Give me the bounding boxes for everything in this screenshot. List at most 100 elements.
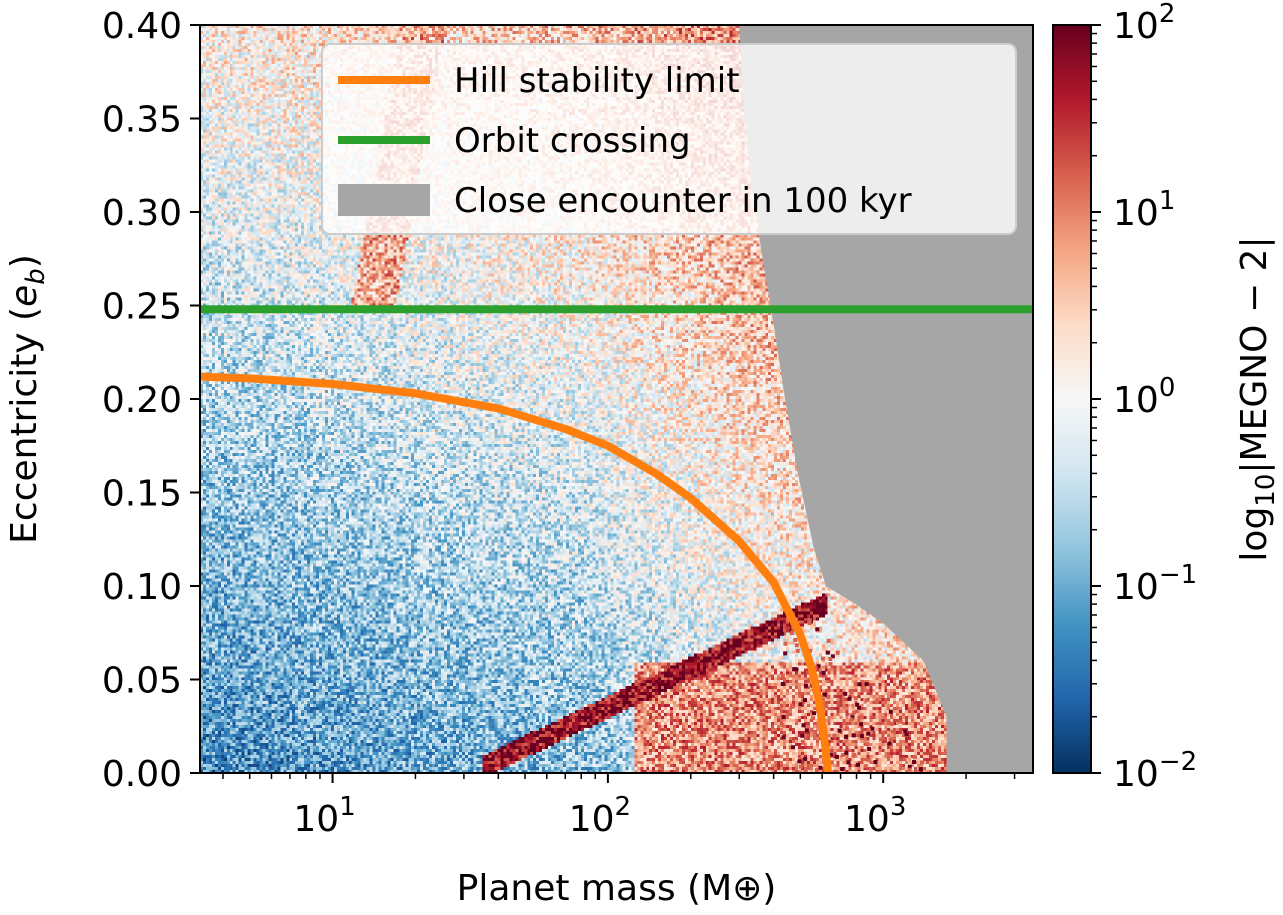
chaotic-speck <box>809 727 814 732</box>
chaotic-speck <box>853 682 858 687</box>
chaotic-speck <box>826 638 831 643</box>
chaotic-speck <box>846 760 851 765</box>
x-axis-ticks: 101 102 103 <box>222 773 1016 840</box>
chaotic-speck <box>829 752 834 757</box>
chaotic-band-overlay <box>779 614 931 773</box>
chaotic-speck <box>779 661 784 666</box>
chaotic-speck <box>864 698 869 703</box>
chaotic-speck <box>830 654 835 659</box>
y-tick-label: 0.40 <box>102 6 182 47</box>
chaotic-speck <box>863 764 868 769</box>
chaotic-speck <box>822 701 827 706</box>
chaotic-speck <box>852 752 857 757</box>
y-tick-label: 0.20 <box>102 380 182 421</box>
colorbar-tick-label: 101 <box>1113 186 1175 234</box>
legend: Hill stability limit Orbit crossing Close … <box>321 43 1017 235</box>
chaotic-speck <box>890 729 895 734</box>
chaotic-speck <box>811 716 816 721</box>
chaotic-speck <box>841 753 846 758</box>
chaotic-speck <box>825 650 830 655</box>
chaotic-speck <box>837 728 842 733</box>
chaotic-speck <box>804 728 809 733</box>
chaotic-speck <box>806 670 811 675</box>
chaotic-speck <box>898 719 903 724</box>
chaotic-speck <box>780 722 785 727</box>
chaotic-speck <box>887 721 892 726</box>
chaotic-speck <box>817 685 822 690</box>
legend-label: Hill stability limit <box>454 61 740 101</box>
chaotic-speck <box>849 717 854 722</box>
chaotic-speck <box>857 682 862 687</box>
chaotic-speck <box>840 767 845 772</box>
chaotic-speck <box>814 768 819 773</box>
chaotic-speck <box>798 702 803 707</box>
chaotic-speck <box>798 764 803 769</box>
legend-label: Close encounter in 100 kyr <box>454 181 912 221</box>
chaotic-speck <box>803 698 808 703</box>
chaotic-speck <box>780 673 785 678</box>
chaotic-speck <box>873 760 878 765</box>
y-tick-label: 0.05 <box>102 661 182 702</box>
chaotic-speck <box>859 734 864 739</box>
y-tick-label: 0.35 <box>102 100 182 141</box>
chaotic-speck <box>904 732 909 737</box>
legend-box <box>321 43 1017 235</box>
chaotic-speck <box>835 650 840 655</box>
chaotic-speck <box>811 711 816 716</box>
chaotic-speck <box>902 757 907 762</box>
chaotic-speck <box>903 729 908 734</box>
chaotic-speck <box>843 691 848 696</box>
colorbar-ticks: 10−2 10−1 100 101 102 <box>1091 0 1197 795</box>
chaotic-speck <box>832 733 837 738</box>
chaotic-speck <box>889 721 894 726</box>
chaotic-speck <box>856 762 861 767</box>
y-tick-label: 0.10 <box>102 567 182 608</box>
y-axis-label: Eccentricity (eb) <box>4 254 51 544</box>
chaotic-speck <box>866 757 871 762</box>
chaotic-speck <box>887 741 892 746</box>
chaotic-speck <box>867 746 872 751</box>
x-tick-label: 102 <box>569 792 631 840</box>
chaotic-speck <box>781 735 786 740</box>
chaotic-speck <box>803 614 808 619</box>
y-axis-ticks: 0.00 0.05 0.10 0.15 0.20 0.25 0.30 0.35 0.40 <box>102 6 200 795</box>
chaotic-speck <box>816 664 821 669</box>
chaotic-speck <box>888 709 893 714</box>
chaotic-speck <box>824 704 829 709</box>
chaotic-speck <box>783 641 788 646</box>
chaotic-speck <box>844 726 849 731</box>
chaotic-speck <box>781 715 786 720</box>
chaotic-speck <box>864 682 869 687</box>
colorbar <box>1052 24 1092 774</box>
chaotic-speck <box>783 651 788 656</box>
chaotic-speck <box>888 737 893 742</box>
colorbar-tick-label: 100 <box>1113 373 1175 421</box>
chaotic-speck <box>790 703 795 708</box>
chaotic-speck <box>794 667 799 672</box>
chaotic-speck <box>800 733 805 738</box>
chaotic-speck <box>860 679 865 684</box>
chaotic-speck <box>822 692 827 697</box>
chaotic-speck <box>859 715 864 720</box>
chaotic-speck <box>829 760 834 765</box>
chaotic-speck <box>803 757 808 762</box>
chaotic-speck <box>844 734 849 739</box>
chaotic-speck <box>834 754 839 759</box>
chaotic-speck <box>851 733 856 738</box>
chaotic-speck <box>826 694 831 699</box>
chaotic-speck <box>847 696 852 701</box>
chaotic-speck <box>859 722 864 727</box>
chaotic-speck <box>789 630 794 635</box>
colorbar-label: log10|MEGNO − 2| <box>1234 236 1281 561</box>
chaotic-speck <box>870 726 875 731</box>
chaotic-speck <box>828 662 833 667</box>
chaotic-speck <box>912 755 917 760</box>
chaotic-speck <box>820 656 825 661</box>
chaotic-speck <box>795 648 800 653</box>
chaotic-speck <box>815 627 820 632</box>
chaotic-speck <box>907 767 912 772</box>
chaotic-speck <box>791 745 796 750</box>
y-tick-label: 0.15 <box>102 474 182 515</box>
chaotic-speck <box>808 648 813 653</box>
chaotic-speck <box>907 764 912 769</box>
